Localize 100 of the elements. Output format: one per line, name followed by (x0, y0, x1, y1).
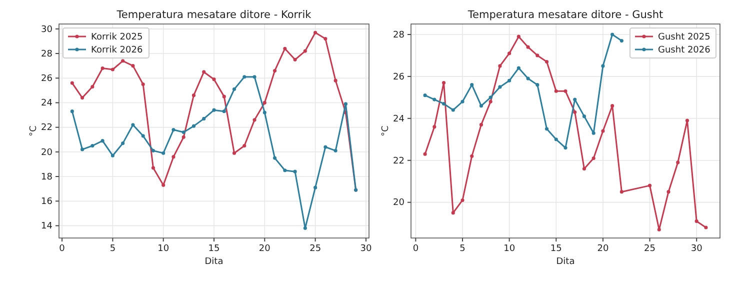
point (162, 183, 166, 187)
x-tick-label: 25 (644, 244, 656, 254)
point (601, 64, 605, 68)
point (262, 110, 266, 114)
point (293, 170, 297, 174)
point (121, 142, 125, 146)
point (303, 49, 307, 53)
y-tick-label: 22 (41, 123, 52, 134)
point (252, 75, 256, 79)
point (151, 166, 155, 170)
legend-label: Korrik 2025 (91, 32, 143, 43)
legend-label: Gusht 2026 (658, 46, 711, 56)
point (516, 66, 520, 70)
point (172, 128, 176, 132)
point (182, 130, 186, 134)
point (592, 131, 596, 135)
point (554, 89, 558, 93)
point (344, 102, 348, 106)
x-tick-label: 0 (412, 244, 419, 254)
point (516, 34, 520, 38)
point (610, 104, 614, 108)
point (110, 68, 114, 72)
point (242, 144, 246, 148)
point (694, 219, 698, 223)
x-tick-label: 25 (310, 244, 322, 254)
x-tick-label: 15 (208, 244, 220, 254)
point (498, 64, 502, 68)
point (100, 139, 104, 143)
point (80, 148, 84, 152)
point (80, 96, 84, 100)
point (192, 124, 196, 128)
point (536, 54, 540, 58)
point (564, 146, 568, 150)
point (314, 186, 318, 190)
point (704, 226, 708, 230)
point (70, 81, 74, 85)
point (283, 168, 287, 172)
y-tick-label: 28 (41, 49, 53, 60)
point (592, 156, 596, 160)
legend-label: Korrik 2026 (91, 46, 143, 56)
point (232, 87, 236, 91)
point (470, 83, 474, 87)
y-axis-title: °C (381, 126, 391, 136)
point (470, 154, 474, 158)
point (508, 52, 512, 56)
x-tick-label: 10 (158, 244, 170, 254)
y-tick-label: 26 (41, 74, 53, 84)
point (212, 78, 216, 82)
point (620, 39, 624, 43)
point (601, 129, 605, 133)
point (423, 152, 427, 156)
point (303, 226, 307, 230)
y-tick-label: 16 (41, 196, 53, 207)
point (554, 138, 558, 142)
point (526, 76, 530, 80)
point (334, 148, 338, 152)
x-tick-label: 5 (460, 244, 466, 254)
chart-title: Temperatura mesatare ditore - Korrik (116, 9, 312, 21)
point (212, 108, 216, 112)
point (451, 108, 455, 112)
y-tick-label: 28 (393, 30, 405, 40)
point (666, 190, 670, 194)
point (151, 148, 155, 152)
point (273, 68, 277, 73)
chart-title: Temperatura mesatare ditore - Gusht (466, 9, 664, 21)
point (90, 84, 94, 89)
point (110, 154, 114, 158)
point (131, 64, 135, 68)
y-tick-label: 26 (393, 72, 405, 82)
point (242, 75, 246, 79)
y-tick-label: 18 (41, 172, 53, 182)
point (479, 122, 484, 126)
point (498, 85, 502, 89)
point (90, 144, 94, 148)
point (262, 100, 266, 104)
point (334, 78, 338, 82)
point (423, 94, 427, 98)
y-tick-label: 24 (393, 114, 405, 124)
point (162, 151, 166, 155)
x-tick-label: 20 (597, 244, 609, 254)
point (460, 198, 464, 202)
y-tick-label: 14 (41, 222, 53, 232)
x-axis-title: Dita (556, 257, 575, 267)
point (432, 125, 436, 129)
point (564, 89, 568, 93)
point (479, 104, 484, 108)
point (100, 66, 104, 70)
point (314, 30, 318, 34)
y-tick-label: 22 (393, 156, 404, 166)
point (222, 94, 226, 98)
point (620, 190, 624, 194)
point (508, 78, 512, 82)
y-tick-label: 30 (41, 24, 53, 35)
point (685, 118, 690, 122)
y-tick-label: 20 (41, 148, 53, 158)
point (141, 134, 145, 138)
point (293, 58, 297, 62)
point (488, 96, 492, 100)
point (460, 100, 464, 104)
point (488, 100, 492, 104)
